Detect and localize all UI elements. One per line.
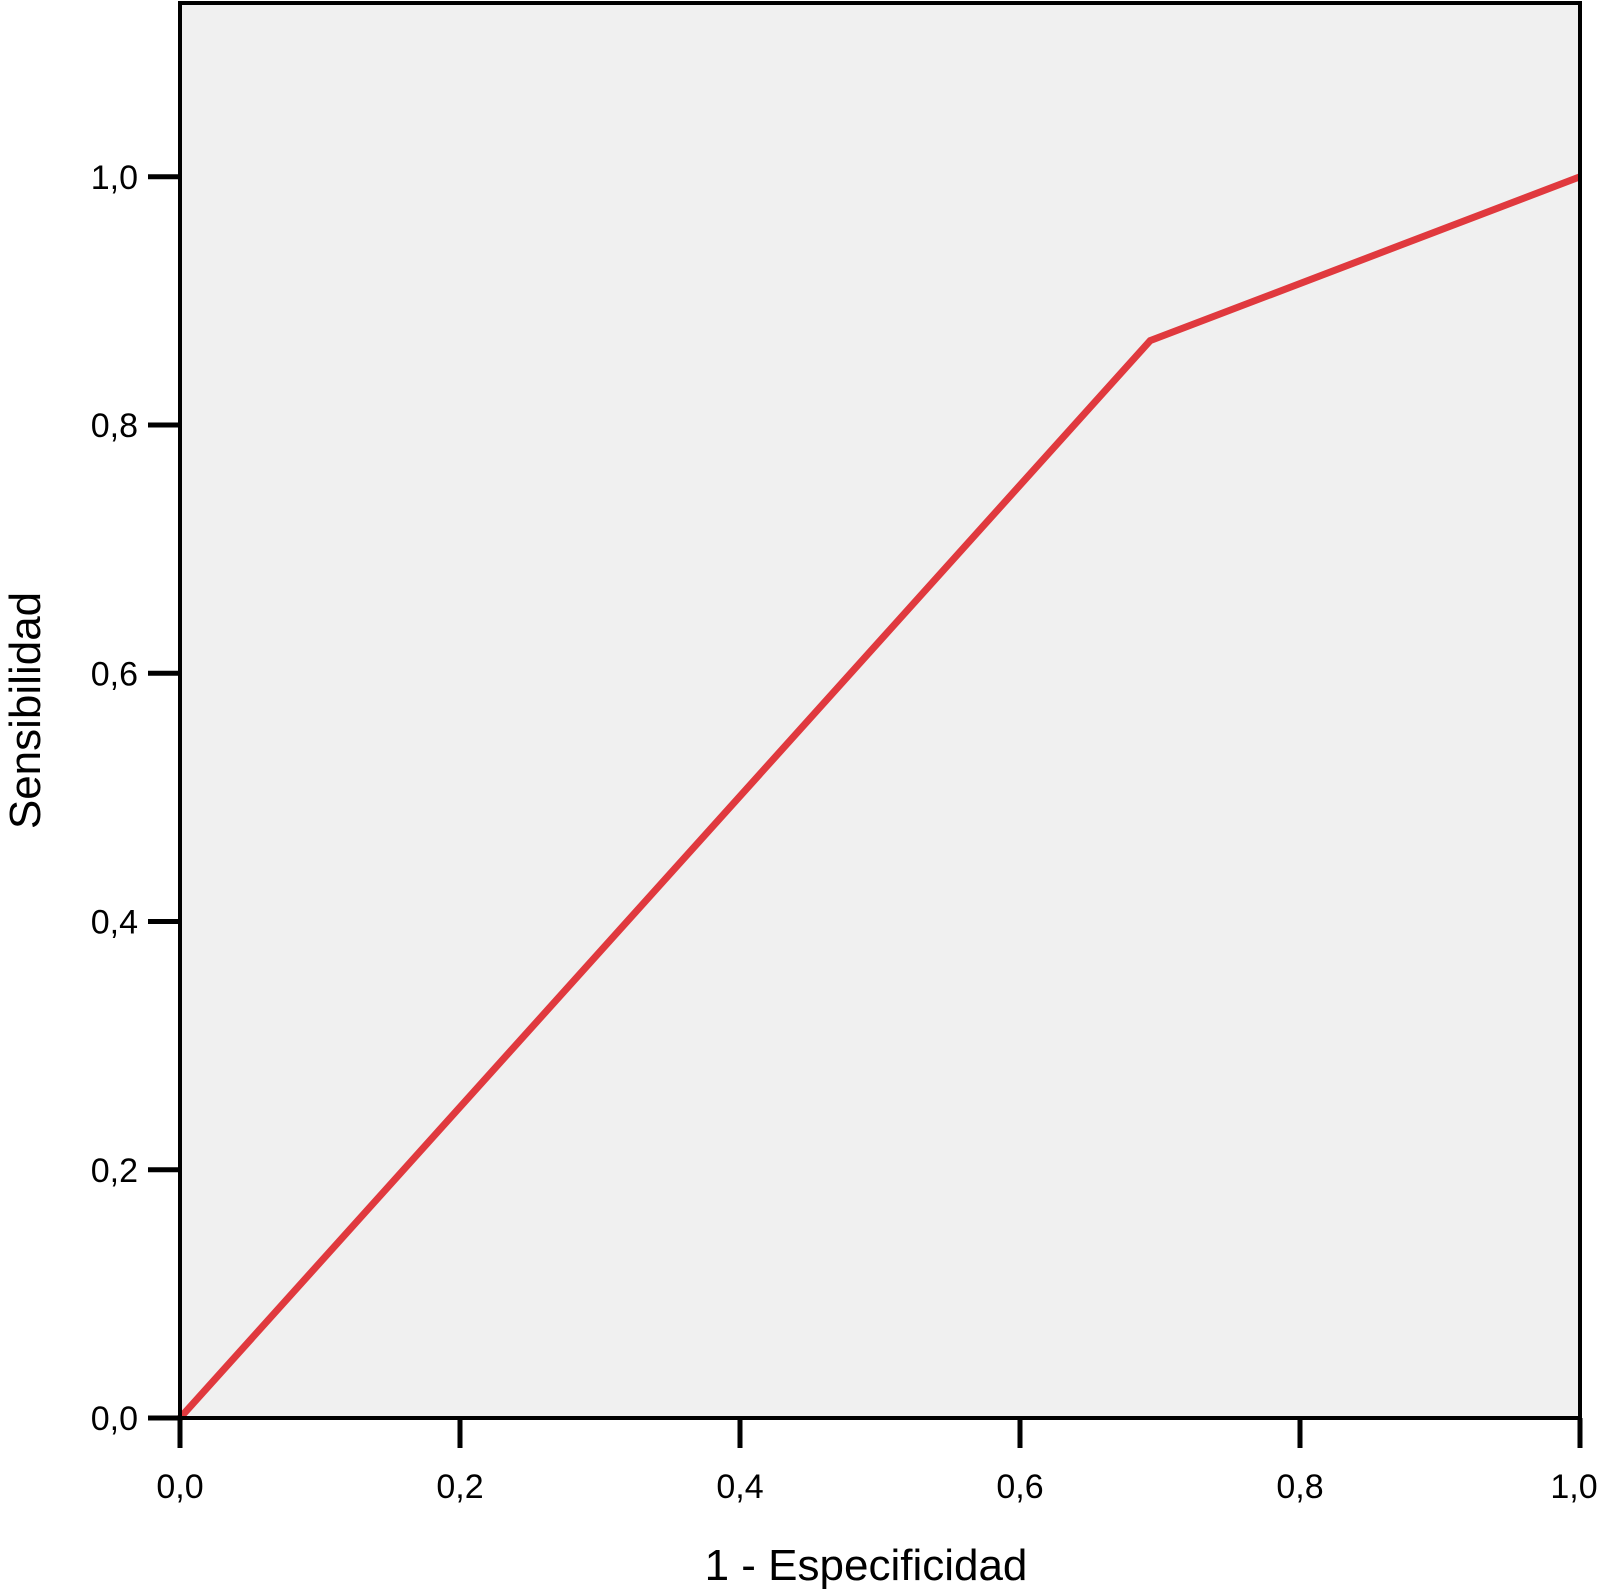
y-tick-layer: 0,0 0,2 0,4 0,6 0,8 1,0 (91, 159, 180, 1438)
x-axis-title: 1 - Especificidad (705, 1541, 1028, 1590)
y-tick-label: 0,4 (91, 904, 138, 942)
x-tick-label: 1,0 (1550, 1468, 1597, 1506)
roc-curve-line (177, 173, 1582, 1421)
y-tick-label: 0,8 (91, 407, 138, 445)
y-axis-title: Sensibilidad (1, 592, 50, 829)
x-tick-label: 0,2 (436, 1468, 483, 1506)
x-tick-label: 0,0 (156, 1468, 203, 1506)
x-tick-label: 0,8 (1276, 1468, 1323, 1506)
y-tick-label: 0,0 (91, 1400, 138, 1438)
x-tick-label: 0,4 (716, 1468, 763, 1506)
y-tick-label: 0,6 (91, 655, 138, 693)
y-tick-label: 0,2 (91, 1152, 138, 1190)
series-layer (177, 173, 1582, 1421)
y-tick-label: 1,0 (91, 159, 138, 197)
plot-frame (178, 1, 1582, 1420)
x-tick-layer: 0,0 0,2 0,4 0,6 0,8 1,0 (156, 1418, 1598, 1506)
axes-layer (178, 1, 1582, 1420)
x-tick-label: 0,6 (996, 1468, 1043, 1506)
plot-background (180, 3, 1580, 1418)
